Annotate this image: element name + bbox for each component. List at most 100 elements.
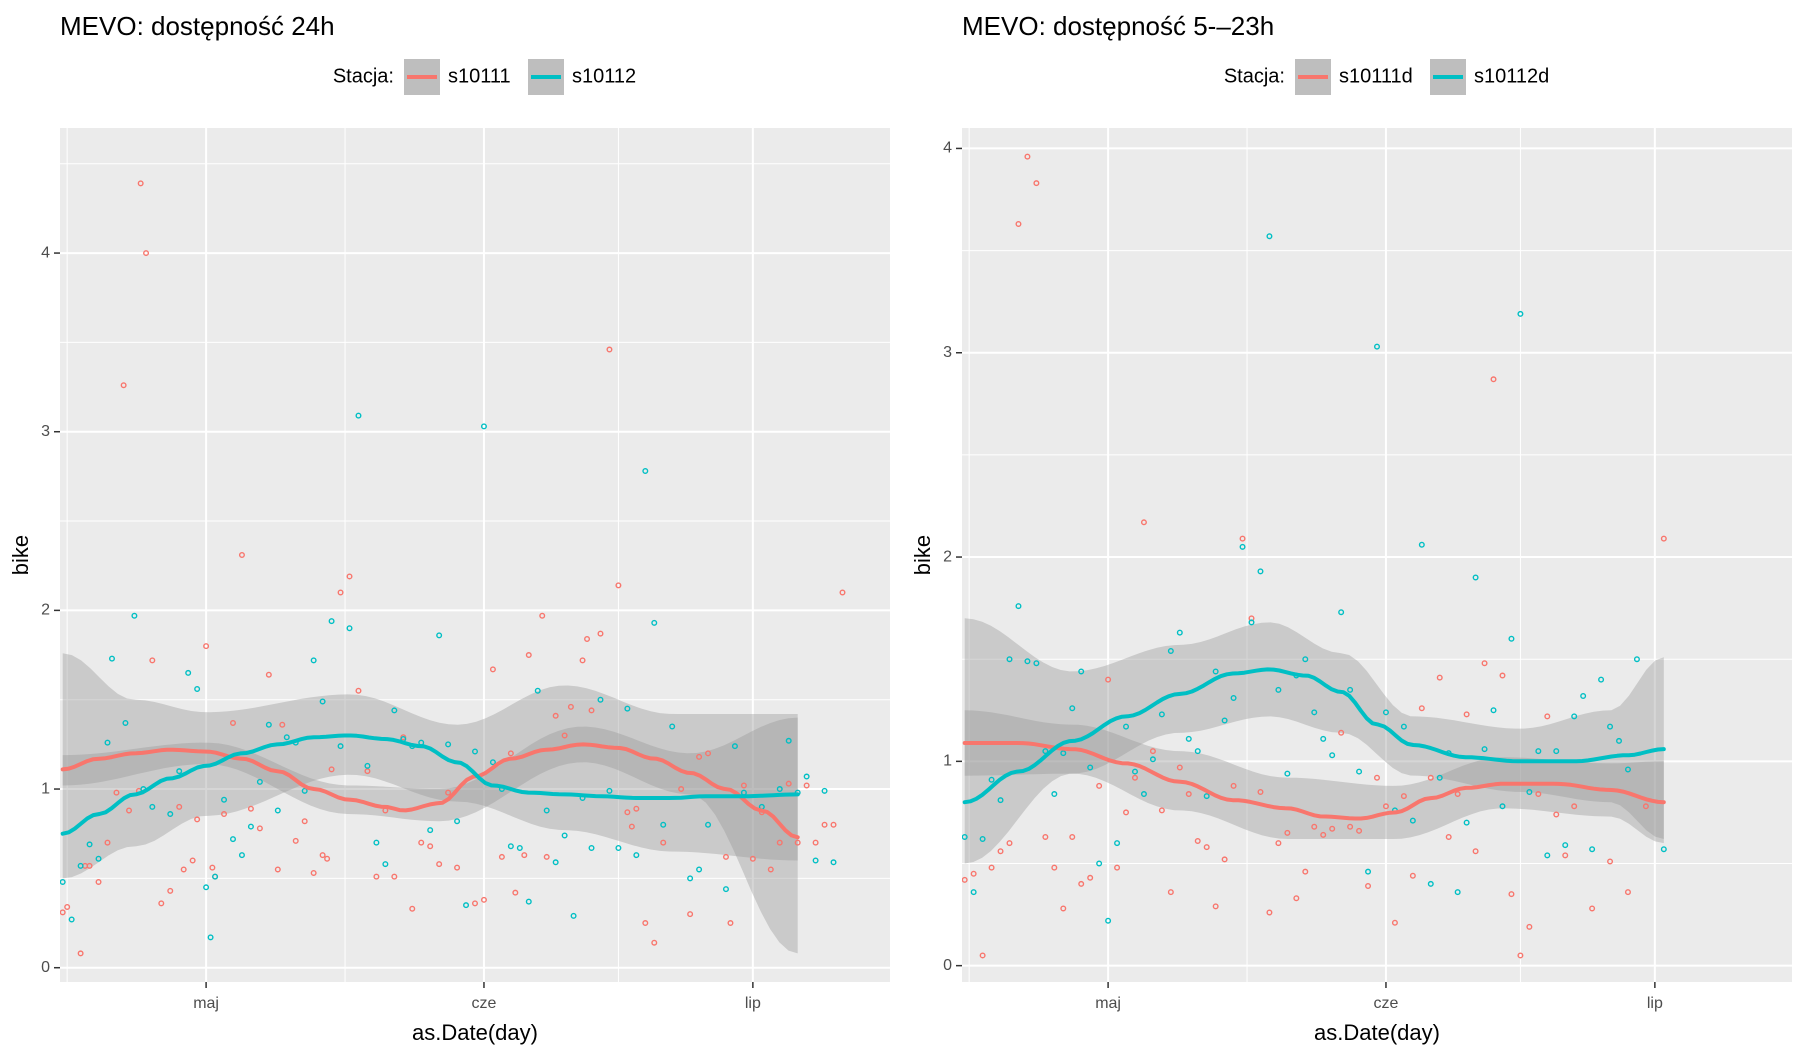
data-point bbox=[1051, 864, 1058, 871]
data-point bbox=[1293, 895, 1300, 902]
data-point bbox=[1562, 852, 1569, 859]
data-point bbox=[696, 753, 703, 760]
data-point bbox=[552, 859, 559, 866]
data-point bbox=[1607, 858, 1614, 865]
data-point bbox=[962, 876, 968, 883]
data-point bbox=[1391, 919, 1398, 926]
data-point bbox=[149, 657, 156, 664]
data-point bbox=[489, 666, 496, 673]
legend-label: s10111d bbox=[1339, 65, 1413, 87]
data-point bbox=[584, 635, 591, 642]
data-point bbox=[1338, 729, 1345, 736]
data-point bbox=[221, 796, 228, 803]
data-point bbox=[1078, 880, 1085, 887]
data-point bbox=[606, 346, 613, 353]
x-tick-label: maj bbox=[193, 995, 219, 1012]
data-point bbox=[997, 848, 1004, 855]
data-point bbox=[454, 864, 461, 871]
data-point bbox=[521, 852, 528, 859]
data-point bbox=[489, 759, 496, 766]
y-axis-title: bike bbox=[910, 535, 935, 575]
data-point bbox=[1544, 852, 1551, 859]
data-point bbox=[229, 719, 236, 726]
data-point bbox=[1409, 872, 1416, 879]
chart-title: MEVO: dostępność 24h bbox=[60, 11, 335, 41]
data-point bbox=[979, 952, 986, 959]
data-point bbox=[606, 787, 613, 794]
data-point bbox=[1400, 793, 1407, 800]
plot-panel bbox=[962, 128, 1792, 982]
data-point bbox=[624, 705, 631, 712]
data-point bbox=[265, 721, 272, 728]
data-point bbox=[1562, 842, 1569, 849]
data-point bbox=[364, 768, 371, 775]
data-point bbox=[1158, 711, 1165, 718]
data-point bbox=[507, 843, 514, 850]
data-point bbox=[624, 809, 631, 816]
data-point bbox=[1239, 535, 1246, 542]
data-point bbox=[310, 870, 317, 877]
data-point bbox=[355, 412, 362, 419]
data-point bbox=[137, 180, 144, 187]
data-point bbox=[1320, 831, 1327, 838]
data-point bbox=[633, 852, 640, 859]
data-point bbox=[1015, 221, 1022, 228]
data-point bbox=[1472, 574, 1479, 581]
data-point bbox=[480, 896, 487, 903]
data-point bbox=[113, 789, 120, 796]
data-point bbox=[1248, 619, 1255, 626]
data-point bbox=[1499, 672, 1506, 679]
data-point bbox=[1553, 748, 1560, 755]
data-point bbox=[1123, 723, 1130, 730]
data-point bbox=[1060, 905, 1067, 912]
data-point bbox=[1463, 711, 1470, 718]
data-point bbox=[77, 862, 84, 869]
legend-title: Stacja: bbox=[333, 65, 394, 87]
y-tick-label: 4 bbox=[41, 244, 50, 261]
data-point bbox=[391, 873, 398, 880]
data-point bbox=[143, 250, 150, 257]
data-point bbox=[1356, 827, 1363, 834]
legend-key-s10111d bbox=[1295, 59, 1331, 95]
data-point bbox=[561, 832, 568, 839]
data-point bbox=[962, 833, 968, 840]
data-point bbox=[1087, 764, 1094, 771]
data-point bbox=[1624, 766, 1631, 773]
data-point bbox=[1114, 840, 1121, 847]
data-point bbox=[355, 687, 362, 694]
data-point bbox=[1436, 774, 1443, 781]
data-point bbox=[480, 423, 487, 430]
legend-key-s10111 bbox=[404, 59, 440, 95]
data-point bbox=[633, 805, 640, 812]
data-point bbox=[1580, 692, 1587, 699]
plot-area bbox=[60, 180, 846, 957]
data-point bbox=[794, 839, 801, 846]
confidence-band-s10112 bbox=[62, 653, 798, 879]
x-tick-label: cze bbox=[1374, 995, 1399, 1012]
data-point bbox=[149, 803, 156, 810]
data-point bbox=[543, 853, 550, 860]
data-point bbox=[1508, 891, 1515, 898]
data-point bbox=[705, 750, 712, 757]
data-point bbox=[301, 787, 308, 794]
data-point bbox=[970, 870, 977, 877]
x-tick-label: cze bbox=[472, 995, 497, 1012]
data-point bbox=[1266, 909, 1273, 916]
data-point bbox=[498, 853, 505, 860]
data-point bbox=[525, 652, 532, 659]
confidence-band-s10112d bbox=[964, 618, 1664, 864]
data-point bbox=[1660, 846, 1667, 853]
data-point bbox=[1096, 860, 1103, 867]
data-point bbox=[1221, 856, 1228, 863]
data-point bbox=[1078, 668, 1085, 675]
plot-panel bbox=[60, 128, 890, 982]
data-point bbox=[1642, 803, 1649, 810]
data-point bbox=[830, 821, 837, 828]
data-point bbox=[1158, 807, 1165, 814]
data-point bbox=[274, 807, 281, 814]
data-point bbox=[247, 805, 254, 812]
data-point bbox=[1553, 811, 1560, 818]
data-point bbox=[1589, 846, 1596, 853]
data-point bbox=[1140, 519, 1147, 526]
data-point bbox=[1006, 840, 1013, 847]
